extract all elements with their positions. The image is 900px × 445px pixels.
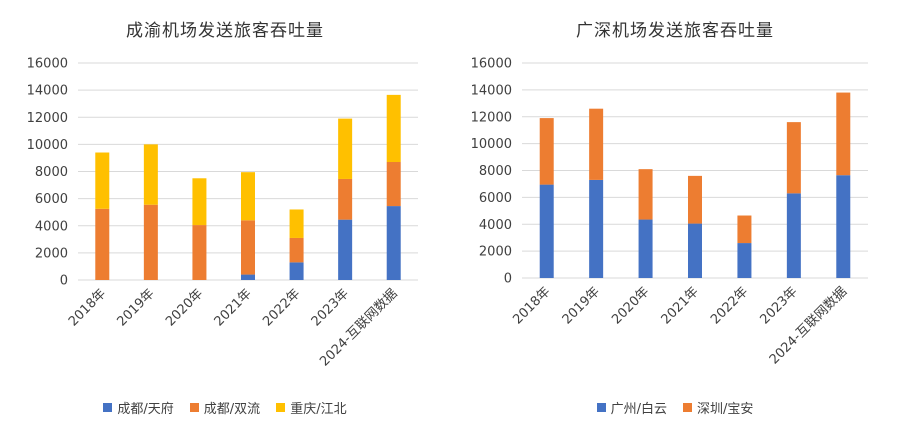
bar-segment xyxy=(338,219,353,280)
bar-segment xyxy=(241,172,255,221)
x-tick-label: 2018年 xyxy=(66,286,109,329)
y-tick-label: 10000 xyxy=(471,137,512,152)
bar-segment xyxy=(539,184,554,278)
legend-item: 重庆/江北 xyxy=(276,398,347,417)
bar-segment xyxy=(143,204,158,280)
y-tick-label: 4000 xyxy=(35,219,68,234)
bar-segment xyxy=(589,179,604,278)
bar-segment xyxy=(589,108,604,180)
chart-title: 成渝机场发送旅客吞吐量 xyxy=(126,21,324,41)
y-tick-label: 0 xyxy=(504,272,512,287)
y-tick-label: 12000 xyxy=(471,110,512,125)
bar-segment xyxy=(338,118,353,179)
bar-segment xyxy=(95,152,110,209)
chart-title: 广深机场发送旅客吞吐量 xyxy=(576,21,774,41)
x-tick-label: 2019年 xyxy=(114,286,157,329)
bar-segment xyxy=(737,243,752,278)
y-tick-label: 8000 xyxy=(35,165,68,180)
bar-segment xyxy=(192,225,207,280)
legend-label: 广州/白云 xyxy=(610,402,667,417)
y-tick-label: 16000 xyxy=(27,57,68,72)
bar-segment xyxy=(289,237,304,263)
chart-legend: 广州/白云 深圳/宝安 xyxy=(450,398,900,417)
y-tick-label: 0 xyxy=(60,274,68,289)
chart-plot: 0 2000 4000 6000 8000 10000 12000 14000 16000 201… xyxy=(27,57,418,370)
legend-swatch xyxy=(189,403,199,412)
bar-segment xyxy=(338,178,353,220)
y-tick-label: 4000 xyxy=(479,218,512,233)
bar-segment xyxy=(786,193,801,278)
x-tick-label: 2023年 xyxy=(309,286,352,329)
y-tick-label: 16000 xyxy=(471,57,512,72)
bar-segment xyxy=(386,162,401,207)
chart-legend: 成都/天府 成都/双流 重庆/江北 xyxy=(0,398,450,417)
bar-segment xyxy=(289,262,304,280)
x-tick-label: 2022年 xyxy=(708,284,751,327)
bar-segment xyxy=(95,208,110,280)
legend-label: 重庆/江北 xyxy=(290,402,347,417)
y-tick-label: 10000 xyxy=(27,138,68,153)
bar-segment xyxy=(737,215,752,244)
bar-segment xyxy=(386,94,401,163)
bar-segment xyxy=(688,175,702,224)
y-tick-label: 2000 xyxy=(479,245,512,260)
bar-segment xyxy=(289,209,304,238)
chart-plot: 0 2000 4000 6000 8000 10000 12000 14000 16000 201… xyxy=(471,57,868,368)
bar-segment xyxy=(386,206,401,280)
legend-label: 成都/天府 xyxy=(117,402,174,417)
bar-segment xyxy=(836,175,851,278)
y-tick-label: 14000 xyxy=(27,84,68,99)
legend-item: 深圳/宝安 xyxy=(683,398,753,417)
x-tick-label: 2020年 xyxy=(163,286,206,329)
y-tick-label: 8000 xyxy=(479,164,512,179)
x-tick-label: 2018年 xyxy=(510,284,553,327)
legend-swatch xyxy=(103,403,113,412)
y-tick-label: 6000 xyxy=(479,191,512,206)
legend-swatch xyxy=(276,403,286,412)
bar-segment xyxy=(638,219,653,278)
y-tick-label: 14000 xyxy=(471,83,512,98)
legend-label: 深圳/宝安 xyxy=(697,402,754,417)
x-tick-label: 2020年 xyxy=(609,284,652,327)
x-tick-label: 2022年 xyxy=(260,286,303,329)
legend-swatch xyxy=(683,403,692,412)
legend-item: 成都/双流 xyxy=(189,398,261,417)
bar-segment xyxy=(688,223,702,278)
bar-segment xyxy=(539,118,554,185)
legend-swatch xyxy=(596,403,606,412)
y-tick-label: 6000 xyxy=(35,192,68,207)
bar-segment xyxy=(241,220,255,275)
legend-item: 广州/白云 xyxy=(596,398,667,417)
x-tick-label: 2023年 xyxy=(757,284,800,327)
bar-segment xyxy=(638,169,653,220)
y-tick-label: 12000 xyxy=(27,111,68,126)
legend-item: 成都/天府 xyxy=(103,398,174,417)
x-tick-label: 2019年 xyxy=(560,284,603,327)
x-tick-label: 2021年 xyxy=(659,284,702,327)
bar-segment xyxy=(241,274,255,280)
legend-label: 成都/双流 xyxy=(203,402,261,417)
bar-segment xyxy=(143,144,158,205)
chart-right: 广深机场发送旅客吞吐量 0 2000 4000 6000 8000 10000 12000 1… xyxy=(450,0,900,445)
x-tick-label: 2021年 xyxy=(212,286,255,329)
y-tick-label: 2000 xyxy=(35,246,68,261)
bar-segment xyxy=(192,178,207,226)
bar-segment xyxy=(786,122,801,194)
chart-left: 成渝机场发送旅客吞吐量 0 2000 4000 6000 8000 10000 12000 1… xyxy=(0,21,450,417)
bar-segment xyxy=(836,92,851,176)
